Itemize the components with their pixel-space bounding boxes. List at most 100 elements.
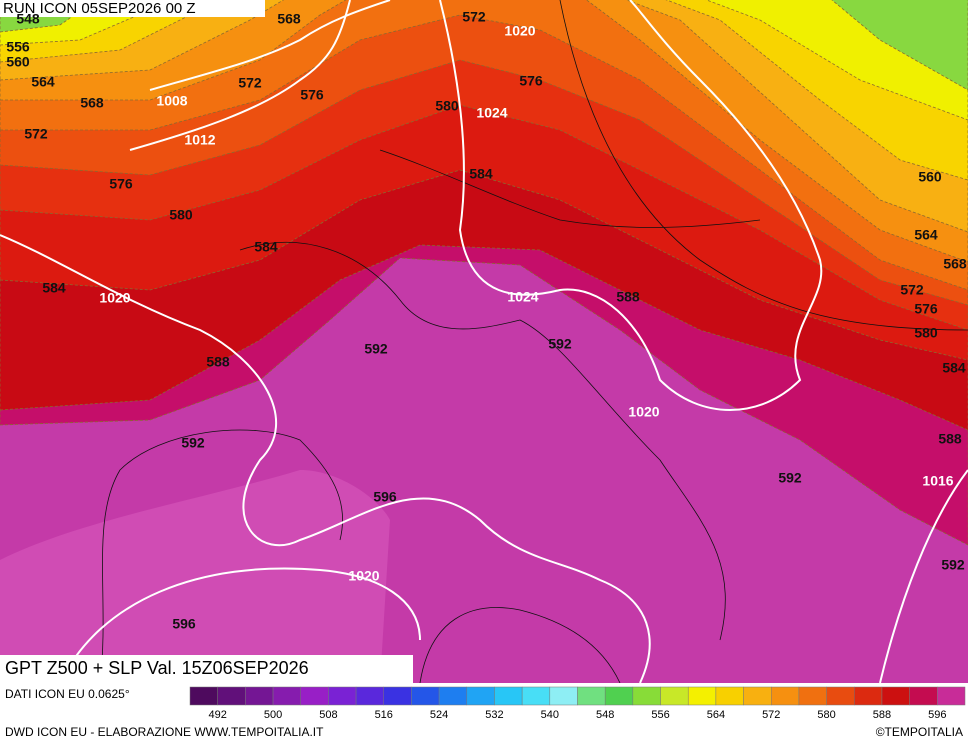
colorbar-swatch <box>217 686 246 706</box>
gpt-label: 588 <box>206 354 230 370</box>
slp-isobars <box>0 0 968 683</box>
gpt-label: 588 <box>616 289 640 305</box>
colorbar-label: 508 <box>319 709 337 721</box>
slp-label: 1020 <box>99 290 130 306</box>
title-box <box>0 655 413 683</box>
colorbar-label: 516 <box>375 709 393 721</box>
colorbar-swatch <box>771 686 800 706</box>
gpt-label: 560 <box>918 169 942 185</box>
gpt-label: 572 <box>462 9 486 25</box>
gpt-label: 576 <box>519 73 543 89</box>
colorbar-swatch <box>328 686 357 706</box>
colorbar-swatch <box>466 686 495 706</box>
gpt-label: 548 <box>16 11 40 27</box>
gpt-label: 584 <box>42 280 66 296</box>
slp-label: 1016 <box>922 473 953 489</box>
colorbar-swatch <box>604 686 634 706</box>
colorbar-swatch <box>660 686 689 706</box>
gpt-label: 556 <box>6 39 30 55</box>
gpt-label: 584 <box>254 239 278 255</box>
isobar <box>0 234 651 683</box>
colorbar-label: 500 <box>264 709 282 721</box>
colorbar-swatch <box>687 686 717 706</box>
colorbar-swatch <box>743 686 772 706</box>
colorbar-swatch <box>272 686 301 706</box>
colorbar-label: 532 <box>485 709 503 721</box>
gpt-label: 580 <box>435 98 459 114</box>
slp-label: 1012 <box>184 132 215 148</box>
slp-label: 1024 <box>476 105 507 121</box>
colorbar-swatch <box>798 686 827 706</box>
colorbar-swatch <box>355 686 385 706</box>
isobar <box>149 0 391 91</box>
gpt-label: 592 <box>778 470 802 486</box>
gpt-label: 588 <box>938 431 962 447</box>
colorbar-label: 492 <box>208 709 226 721</box>
isobar <box>439 0 823 411</box>
run-box <box>0 0 265 17</box>
colorbar-label: 524 <box>430 709 448 721</box>
colorbar-swatch <box>383 686 412 706</box>
border <box>99 429 343 683</box>
colorbar-label: 548 <box>596 709 614 721</box>
slp-label: 1020 <box>628 404 659 420</box>
colorbar-swatch <box>881 686 910 706</box>
gpt-label: 584 <box>942 360 966 376</box>
gpt-label: 560 <box>6 54 30 70</box>
colorbar-label: 540 <box>541 709 559 721</box>
gpt-label: 596 <box>172 616 196 632</box>
gpt-label: 572 <box>900 282 924 298</box>
colorbar-label: 572 <box>762 709 780 721</box>
colorbar-swatch <box>632 686 661 706</box>
colorbar-swatch <box>937 686 966 706</box>
map-area <box>0 0 968 683</box>
gpt-label: 580 <box>914 325 938 341</box>
gpt-label: 568 <box>943 256 967 272</box>
colorbar-swatch <box>549 686 578 706</box>
colorbar-label: 588 <box>873 709 891 721</box>
colorbar-swatch <box>715 686 744 706</box>
colorbar-label: 564 <box>707 709 725 721</box>
colorbar-label: 596 <box>928 709 946 721</box>
credit-label: DWD ICON EU - ELABORAZIONE WWW.TEMPOITAL… <box>5 725 324 739</box>
source-label: DATI ICON EU 0.0625° <box>5 687 130 701</box>
gpt-band <box>0 0 968 233</box>
gpt-label: 584 <box>469 166 493 182</box>
colorbar-swatch <box>909 686 938 706</box>
gpt-label: 580 <box>169 207 193 223</box>
gpt-label: 596 <box>373 489 397 505</box>
colorbar-swatch <box>826 686 855 706</box>
slp-label: 1020 <box>348 568 379 584</box>
gpt-label: 592 <box>181 435 205 451</box>
gpt-label: 568 <box>80 95 104 111</box>
border <box>379 149 761 228</box>
colorbar-swatch <box>438 686 468 706</box>
colorbar-swatch <box>494 686 523 706</box>
slp-label: 1020 <box>504 23 535 39</box>
map-title: GPT Z500 + SLP Val. 15Z06SEP2026 <box>5 658 309 678</box>
border <box>419 607 621 683</box>
gpt-label: 572 <box>238 75 262 91</box>
field-596 <box>0 470 390 683</box>
gpt-label: 564 <box>31 74 55 90</box>
colorbar-swatch <box>521 686 551 706</box>
colorbar-swatch <box>245 686 274 706</box>
gpt-label: 568 <box>277 11 301 27</box>
isobar <box>129 0 351 151</box>
isobar <box>59 567 421 683</box>
gpt-band <box>0 0 968 263</box>
slp-label: 1008 <box>156 93 187 109</box>
colorbar-swatch <box>411 686 440 706</box>
slp-label: 1024 <box>507 289 538 305</box>
gpt-label: 576 <box>300 87 324 103</box>
colorbar-swatch <box>300 686 329 706</box>
gpt-label: 576 <box>109 176 133 192</box>
colorbar-swatch <box>189 686 218 706</box>
gpt-label: 564 <box>914 227 938 243</box>
gpt-label: 592 <box>548 336 572 352</box>
colorbar-label: 556 <box>651 709 669 721</box>
border <box>559 0 968 331</box>
colorbar-label: 580 <box>817 709 835 721</box>
run-label: RUN ICON 05SEP2026 00 Z <box>3 0 196 17</box>
gpt-label: 592 <box>941 557 965 573</box>
